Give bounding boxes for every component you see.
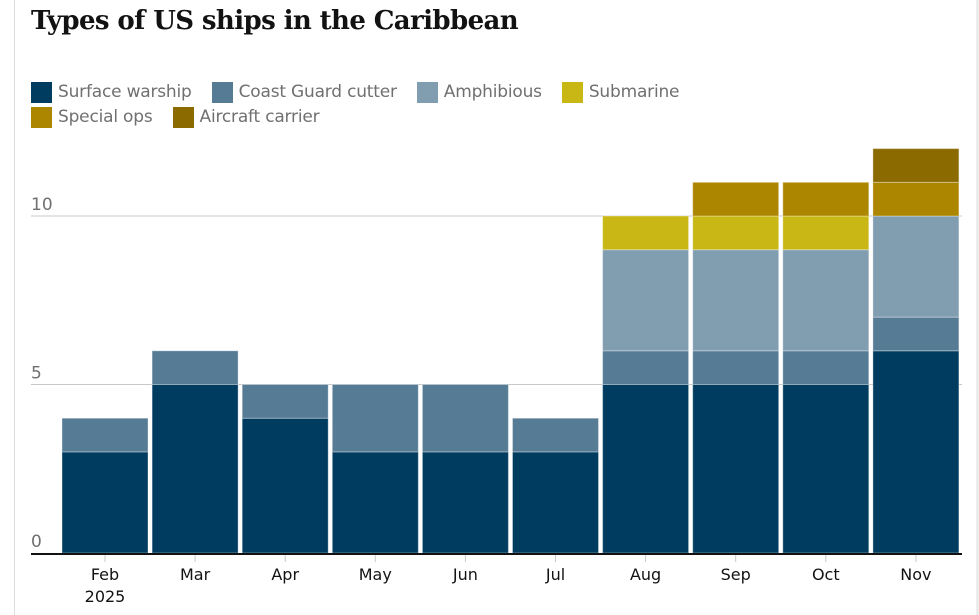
legend-label: Amphibious xyxy=(443,82,542,102)
legend-swatch-submarine xyxy=(561,81,583,103)
bar-segment-coast-guard-cutter xyxy=(512,417,599,453)
left-border-rule xyxy=(14,0,15,615)
x-tick-label-may: May xyxy=(359,565,392,584)
bar-segment-surface-warship xyxy=(782,384,870,554)
x-tick-label-jul: Jul xyxy=(545,565,565,584)
bar-segment-submarine xyxy=(782,215,870,251)
y-tick-label-5: 5 xyxy=(31,364,42,384)
bar-segment-surface-warship xyxy=(61,451,149,554)
bar-segment-special-ops xyxy=(782,181,870,217)
bar-segment-surface-warship xyxy=(331,451,419,554)
bar-segment-amphibious xyxy=(782,249,870,352)
bar-segment-coast-guard-cutter xyxy=(782,350,870,385)
bar-segment-amphibious xyxy=(602,249,690,352)
x-tick-label-oct: Oct xyxy=(812,565,840,584)
bar-segment-surface-warship xyxy=(241,417,329,554)
x-tick-sublabel-year: 2025 xyxy=(85,587,126,606)
bar-segment-submarine xyxy=(692,215,780,251)
legend-swatch-surface-warship xyxy=(31,81,52,103)
legend-swatch-amphibious xyxy=(416,81,438,103)
bars xyxy=(61,148,960,554)
legend-label: Coast Guard cutter xyxy=(238,82,397,102)
bar-segment-surface-warship xyxy=(512,451,599,554)
x-tick-label-nov: Nov xyxy=(900,565,931,584)
bar-segment-submarine xyxy=(602,215,690,251)
legend-item-amphibious: Amphibious xyxy=(416,80,542,104)
bar-group-nov xyxy=(872,148,960,554)
x-tick-label-apr: Apr xyxy=(271,565,299,584)
legend-item-submarine: Submarine xyxy=(561,80,680,104)
bar-group-aug xyxy=(602,215,690,554)
bar-segment-surface-warship xyxy=(151,384,239,554)
bar-segment-coast-guard-cutter xyxy=(421,384,509,453)
x-tick-label-jun: Jun xyxy=(452,565,478,584)
bar-group-may xyxy=(331,384,419,554)
bar-segment-amphibious xyxy=(872,215,960,318)
y-tick-label-0: 0 xyxy=(31,532,42,552)
bar-group-feb xyxy=(61,417,149,554)
legend-label: Submarine xyxy=(588,82,680,102)
legend-item-special-ops: Special ops xyxy=(31,105,153,129)
legend-item-coast-guard-cutter: Coast Guard cutter xyxy=(211,80,397,104)
legend-row-1: Surface warship Coast Guard cutter Amphi… xyxy=(31,80,791,105)
y-tick-label-10: 10 xyxy=(31,195,53,215)
legend-item-surface-warship: Surface warship xyxy=(31,80,192,104)
x-axis: Feb 2025 Mar Apr May Jun Jul Aug Sep Oct Nov xyxy=(31,553,962,606)
bar-segment-surface-warship xyxy=(692,384,780,554)
legend-row-2: Special ops Aircraft carrier xyxy=(31,105,791,130)
legend-label: Aircraft carrier xyxy=(199,107,320,127)
bar-segment-surface-warship xyxy=(872,350,960,554)
bar-segment-coast-guard-cutter xyxy=(241,384,329,419)
bar-group-oct xyxy=(782,181,870,554)
bar-segment-coast-guard-cutter xyxy=(61,417,149,453)
legend-swatch-aircraft-carrier xyxy=(172,106,194,128)
bar-group-jun xyxy=(421,384,509,554)
bar-segment-coast-guard-cutter xyxy=(331,384,419,453)
x-tick-label-sep: Sep xyxy=(721,565,751,584)
chart-title: Types of US ships in the Caribbean xyxy=(31,6,519,36)
bar-segment-coast-guard-cutter xyxy=(692,350,780,385)
legend-item-aircraft-carrier: Aircraft carrier xyxy=(172,105,320,129)
chart-legend: Surface warship Coast Guard cutter Amphi… xyxy=(31,80,791,130)
bar-segment-aircraft-carrier xyxy=(872,148,960,183)
legend-swatch-special-ops xyxy=(31,106,52,128)
legend-swatch-coast-guard-cutter xyxy=(211,81,233,103)
bar-segment-special-ops xyxy=(692,181,780,217)
bar-segment-coast-guard-cutter xyxy=(872,316,960,352)
x-tick-label-aug: Aug xyxy=(630,565,661,584)
scrollbar-gutter xyxy=(976,0,979,615)
bar-segment-special-ops xyxy=(872,181,960,217)
y-axis-labels: 0 5 10 xyxy=(31,195,53,552)
bar-group-mar xyxy=(151,350,239,554)
bar-segment-amphibious xyxy=(692,249,780,352)
bar-segment-coast-guard-cutter xyxy=(151,350,239,385)
x-tick-label-mar: Mar xyxy=(180,565,211,584)
bar-segment-surface-warship xyxy=(602,384,690,554)
x-tick-label-feb: Feb xyxy=(91,565,119,584)
legend-label: Surface warship xyxy=(58,82,192,102)
bar-segment-coast-guard-cutter xyxy=(602,350,690,385)
bar-group-sep xyxy=(692,181,780,554)
legend-label: Special ops xyxy=(58,107,153,127)
bar-segment-surface-warship xyxy=(421,451,509,554)
bar-group-apr xyxy=(241,384,329,554)
bar-group-jul xyxy=(512,417,599,554)
